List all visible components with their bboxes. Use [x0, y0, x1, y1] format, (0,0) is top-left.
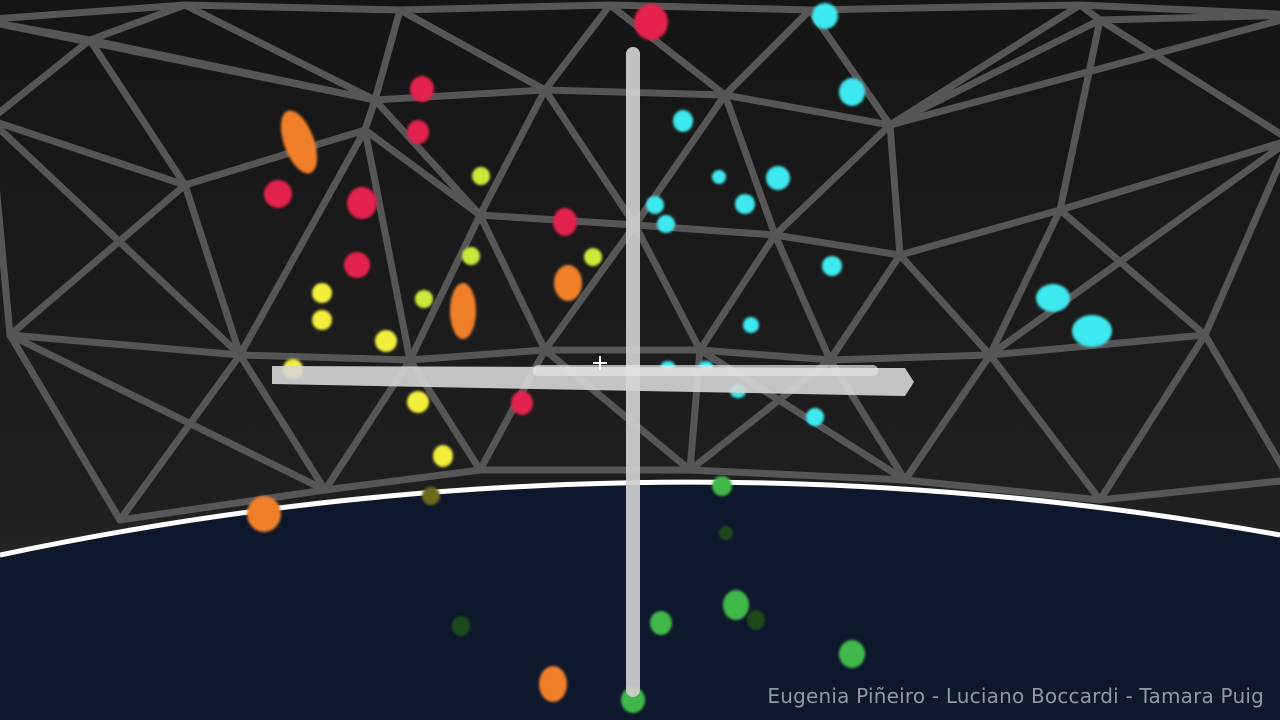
yellow-particle — [375, 330, 397, 352]
orange-particle — [539, 666, 567, 702]
lime-particle — [584, 248, 602, 266]
horizontal-bar-highlight — [533, 365, 878, 376]
red-particle — [553, 208, 577, 236]
red-particle — [407, 120, 429, 144]
green-particle — [712, 476, 732, 496]
yellow-particle — [312, 310, 332, 330]
red-particle — [264, 180, 292, 208]
lime-particle — [462, 247, 480, 265]
credits-text: Eugenia Piñeiro - Luciano Boccardi - Tam… — [767, 684, 1264, 708]
yellow-particle — [433, 445, 453, 467]
lime-particle — [415, 290, 433, 308]
cyan-particle — [735, 194, 755, 214]
cyan-particle — [743, 317, 759, 333]
yellow-particle — [407, 391, 429, 413]
cyan-particle — [712, 170, 726, 184]
dark-green-particle — [719, 526, 733, 540]
green-particle — [723, 590, 749, 620]
cyan-particle — [812, 3, 838, 29]
cyan-particle — [646, 196, 664, 214]
green-particle — [839, 640, 865, 668]
dark-green-particle — [747, 610, 765, 630]
cyan-particle — [822, 256, 842, 276]
orange-particle — [247, 496, 281, 532]
yellow-particle — [312, 283, 332, 303]
cyan-particle — [806, 408, 824, 426]
dark-green-particle — [452, 616, 470, 636]
cyan-particle — [1036, 284, 1070, 312]
red-particle — [344, 252, 370, 278]
green-particle — [650, 611, 672, 635]
cyan-particle — [657, 215, 675, 233]
crosshair-icon — [593, 356, 607, 370]
orange-particle — [554, 265, 582, 301]
orange-particle — [450, 283, 476, 339]
lime-particle — [472, 167, 490, 185]
red-particle — [634, 4, 668, 40]
orange-particle — [280, 110, 318, 174]
red-particle — [511, 391, 533, 415]
red-particle — [410, 76, 434, 102]
red-particle — [347, 187, 377, 219]
cyan-particle — [839, 78, 865, 106]
cross-rig[interactable] — [272, 47, 914, 697]
cyan-particle — [766, 166, 790, 190]
cyan-particle — [1072, 315, 1112, 347]
geodesic-dome-lattice — [0, 1, 1280, 524]
cyan-particle — [673, 110, 693, 132]
olive-particle — [422, 487, 440, 505]
particle-field — [247, 3, 1112, 713]
